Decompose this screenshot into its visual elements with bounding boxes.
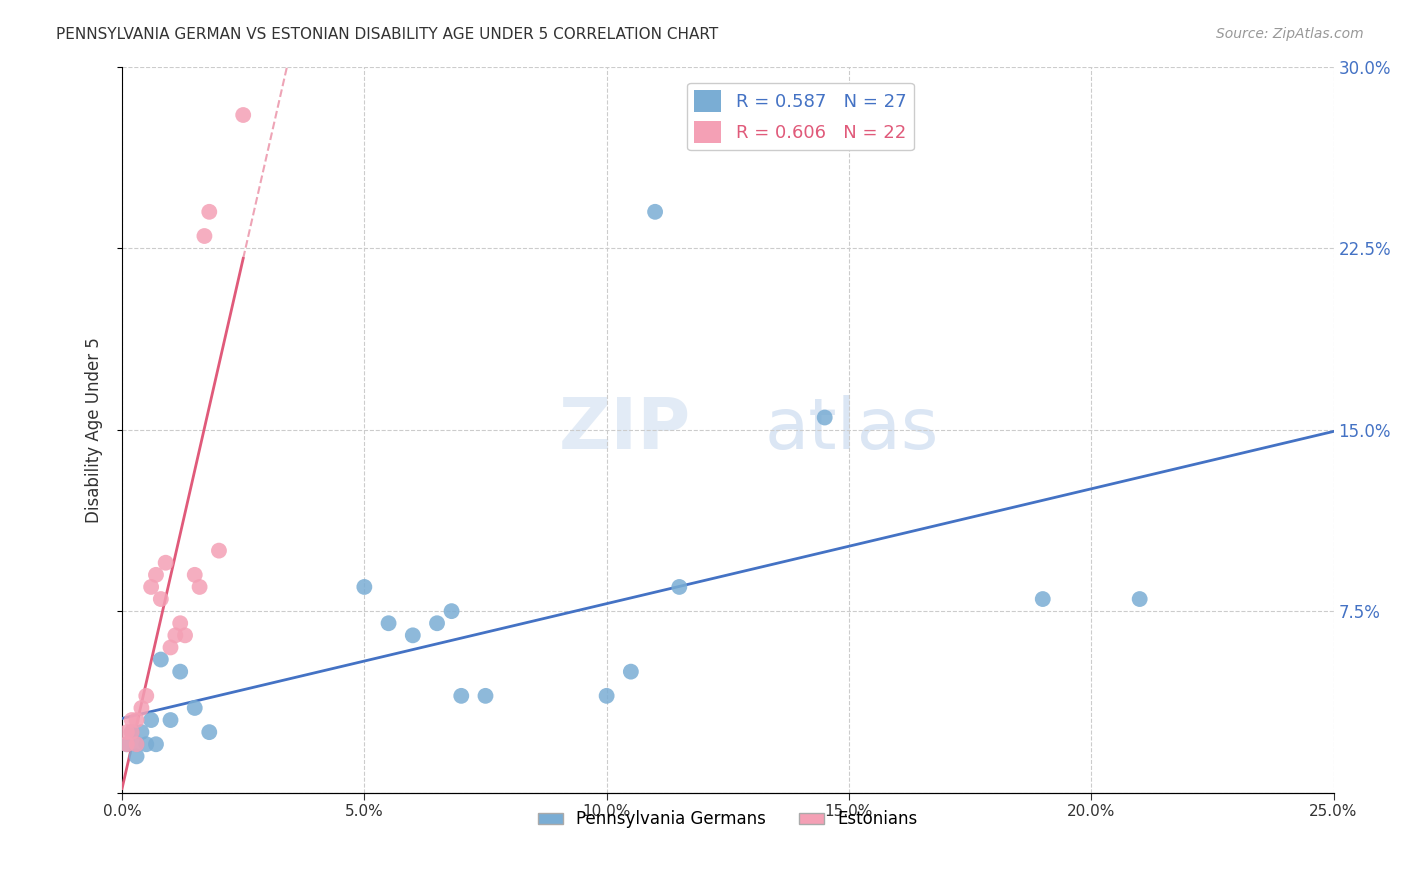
Point xyxy=(135,689,157,703)
Point xyxy=(184,701,207,715)
Point xyxy=(440,604,463,618)
Point xyxy=(169,665,191,679)
Point xyxy=(814,410,837,425)
Point xyxy=(121,725,143,739)
Point xyxy=(620,665,643,679)
Y-axis label: Disability Age Under 5: Disability Age Under 5 xyxy=(86,336,103,523)
Text: atlas: atlas xyxy=(763,395,938,464)
Point xyxy=(193,229,215,244)
Point xyxy=(149,652,172,666)
Point xyxy=(353,580,375,594)
Legend: Pennsylvania Germans, Estonians: Pennsylvania Germans, Estonians xyxy=(531,804,925,835)
Point xyxy=(595,689,617,703)
Point xyxy=(159,713,181,727)
Text: ZIP: ZIP xyxy=(560,395,692,464)
Point xyxy=(377,616,399,631)
Point xyxy=(125,737,148,751)
Point xyxy=(450,689,472,703)
Point xyxy=(155,556,177,570)
Point xyxy=(184,567,207,582)
Point xyxy=(115,725,138,739)
Point xyxy=(198,725,221,739)
Point xyxy=(145,567,167,582)
Point xyxy=(668,580,690,594)
Point xyxy=(125,749,148,764)
Text: Source: ZipAtlas.com: Source: ZipAtlas.com xyxy=(1216,27,1364,41)
Point xyxy=(402,628,425,642)
Text: PENNSYLVANIA GERMAN VS ESTONIAN DISABILITY AGE UNDER 5 CORRELATION CHART: PENNSYLVANIA GERMAN VS ESTONIAN DISABILI… xyxy=(56,27,718,42)
Point xyxy=(139,580,162,594)
Point xyxy=(232,108,254,122)
Point xyxy=(125,713,148,727)
Point xyxy=(115,737,138,751)
Point xyxy=(135,737,157,751)
Point xyxy=(115,737,138,751)
Point xyxy=(139,713,162,727)
Point xyxy=(149,592,172,607)
Point xyxy=(121,713,143,727)
Point xyxy=(159,640,181,655)
Point xyxy=(198,204,221,219)
Point xyxy=(644,204,666,219)
Point xyxy=(1129,592,1152,607)
Point xyxy=(121,725,143,739)
Point xyxy=(208,543,231,558)
Point xyxy=(165,628,187,642)
Point xyxy=(145,737,167,751)
Point xyxy=(169,616,191,631)
Point xyxy=(131,701,153,715)
Point xyxy=(474,689,496,703)
Point xyxy=(188,580,211,594)
Point xyxy=(426,616,449,631)
Point xyxy=(125,737,148,751)
Point xyxy=(131,725,153,739)
Point xyxy=(174,628,197,642)
Point xyxy=(1032,592,1054,607)
